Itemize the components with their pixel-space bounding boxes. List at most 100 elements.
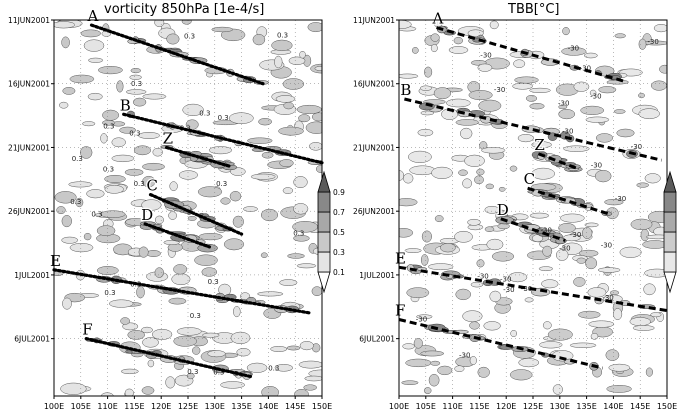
contour-patch bbox=[582, 227, 593, 239]
y-axis: 11JUN2001 16JUN2001 21JUN2001 26JUN2001 1JUL… bbox=[353, 16, 399, 344]
contour-patch bbox=[650, 312, 662, 318]
contour-patch bbox=[260, 252, 268, 258]
contour-patch bbox=[163, 240, 180, 245]
contour-patch bbox=[270, 346, 288, 352]
contour-patch bbox=[484, 226, 495, 232]
contour-patch bbox=[420, 350, 444, 357]
x-tick-label: 115E bbox=[469, 402, 489, 411]
colorbar-swatch bbox=[663, 191, 677, 213]
contour-patch bbox=[138, 246, 149, 258]
contour-patch bbox=[69, 74, 95, 84]
contour-patch bbox=[399, 228, 414, 238]
contour-patch bbox=[88, 57, 104, 63]
contour-patch bbox=[61, 236, 79, 244]
y-axis: 11JUN2001 16JUN2001 21JUN2001 26JUN2001 1JUL… bbox=[8, 16, 54, 344]
contour-patch bbox=[257, 291, 284, 297]
contour-patch bbox=[464, 154, 485, 167]
contour-patch bbox=[168, 211, 177, 220]
colorbar-swatch bbox=[663, 170, 677, 193]
contour-label: -30 bbox=[601, 241, 612, 249]
contour-patch bbox=[417, 128, 434, 137]
contour-patch bbox=[529, 212, 550, 219]
contour-patch bbox=[275, 95, 296, 103]
contour-patch bbox=[296, 263, 317, 269]
contour-patch bbox=[638, 38, 647, 50]
contour-patch bbox=[630, 218, 653, 231]
contour-patch bbox=[142, 162, 165, 171]
y-tick-label: 1JUL2001 bbox=[14, 271, 50, 280]
contour-patch bbox=[434, 215, 444, 223]
x-tick-label: 120E bbox=[151, 402, 171, 411]
contour-patch bbox=[529, 103, 545, 110]
y-tick-label: 16JUN2001 bbox=[353, 80, 395, 89]
contour-patch bbox=[100, 210, 126, 218]
contour-patch bbox=[573, 277, 586, 287]
contour-patch bbox=[173, 264, 188, 275]
contour-patch bbox=[61, 36, 70, 49]
contour-patch bbox=[555, 249, 569, 261]
contour-patch bbox=[524, 297, 534, 303]
colorbar-swatch bbox=[663, 251, 677, 273]
contour-patch bbox=[433, 87, 452, 100]
contour-patch bbox=[578, 310, 601, 319]
contour-patch bbox=[298, 360, 322, 369]
contour-patch bbox=[613, 308, 623, 321]
contour-patch bbox=[510, 330, 518, 337]
contour-patch bbox=[408, 150, 432, 163]
contour-patch bbox=[423, 387, 432, 395]
contour-label: -30 bbox=[494, 86, 505, 94]
colorbar-swatch bbox=[317, 191, 331, 213]
contour-patch bbox=[132, 97, 147, 107]
track-label-Z: Z bbox=[163, 130, 173, 148]
contour-patch bbox=[178, 170, 198, 180]
x-axis: 100E 105E 110E 115E 120E 125E 130E 135E 140E 145E… bbox=[389, 396, 677, 411]
contour-patch bbox=[283, 101, 294, 110]
contour-label: 0.3 bbox=[91, 211, 102, 219]
contour-patch bbox=[514, 76, 539, 84]
contour-patch bbox=[69, 243, 94, 253]
contour-patch bbox=[62, 87, 76, 95]
contour-patch bbox=[147, 359, 155, 368]
contour-patch bbox=[252, 33, 266, 46]
x-tick-label: 145E bbox=[285, 402, 305, 411]
track-line-Z bbox=[165, 145, 233, 169]
contour-label: 0.3 bbox=[293, 230, 304, 238]
contour-patch bbox=[293, 203, 309, 215]
track-line-A bbox=[89, 23, 265, 86]
contour-patch bbox=[405, 358, 432, 368]
contour-patch bbox=[202, 332, 220, 338]
contour-patch bbox=[430, 360, 441, 366]
contour-patch bbox=[223, 238, 245, 251]
track-line-B bbox=[404, 97, 662, 162]
contour-patch bbox=[236, 348, 251, 357]
track-label-F: F bbox=[395, 302, 405, 320]
contour-label: -30 bbox=[602, 294, 613, 302]
track-line-D bbox=[143, 222, 211, 249]
contour-patch bbox=[440, 243, 456, 253]
contour-patch bbox=[98, 66, 123, 75]
x-tick-label: 150E bbox=[312, 402, 332, 411]
contour-patch bbox=[584, 222, 599, 228]
contour-patch bbox=[467, 218, 481, 226]
tracks: A B ZCD E F bbox=[394, 8, 668, 370]
x-tick-label: 115E bbox=[124, 402, 144, 411]
colorbar-label: 0.7 bbox=[333, 208, 345, 217]
contour-label: -30 bbox=[558, 100, 569, 108]
contour-patch bbox=[186, 372, 195, 380]
contour-patch bbox=[271, 39, 293, 52]
contour-patch bbox=[413, 338, 423, 349]
contour-patch bbox=[282, 187, 294, 194]
contour-label: -30 bbox=[568, 44, 579, 52]
contour-patch bbox=[644, 173, 661, 184]
contour-patch bbox=[403, 173, 414, 184]
contour-label: 0.3 bbox=[184, 32, 195, 40]
contour-patch bbox=[659, 64, 667, 74]
contour-patch bbox=[201, 267, 218, 277]
contour-label: 0.3 bbox=[277, 32, 288, 40]
contour-patch bbox=[294, 389, 309, 396]
contour-patch bbox=[288, 56, 306, 65]
contour-patch bbox=[588, 320, 615, 328]
colorbar-label: 0.3 bbox=[333, 248, 345, 257]
contour-patch bbox=[468, 90, 493, 101]
contour-patch bbox=[142, 337, 159, 348]
